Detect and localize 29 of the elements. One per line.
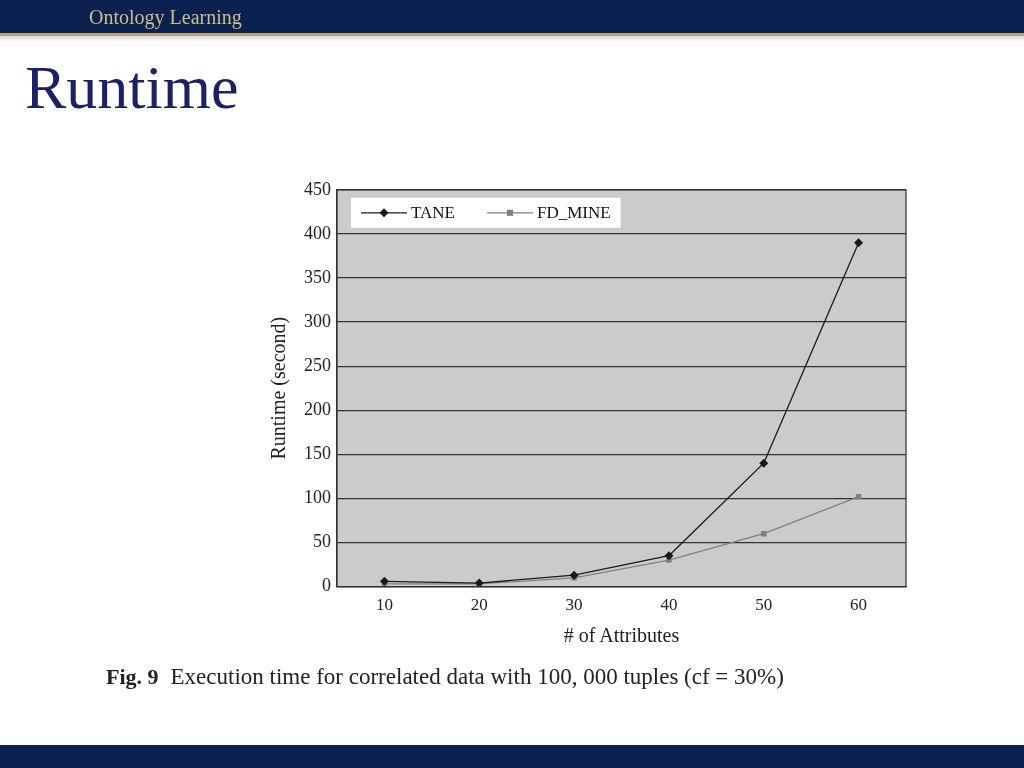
y-tick-label: 0 (322, 575, 331, 596)
point (569, 570, 579, 580)
y-tick-label: 250 (304, 354, 331, 375)
y-tick-label: 200 (304, 398, 331, 419)
point (379, 576, 389, 586)
x-axis-title: # of Attributes (563, 624, 680, 647)
chart-title: Runtime (25, 52, 239, 122)
y-tick-label: 100 (304, 487, 331, 508)
y-tick-label: 350 (304, 266, 331, 287)
y-tick-label: 150 (304, 443, 331, 464)
text: Execution time for correlated data with 100, 000 tuples (cf = 30%) (170, 664, 784, 689)
x-tick-label: 40 (660, 595, 678, 615)
legend-label: FD_MINE (536, 203, 611, 223)
caption: Fig. 9 (106, 664, 159, 689)
x-tick-label: 60 (850, 595, 868, 615)
text: Ontology Learning (89, 6, 242, 28)
x-tick-label: 30 (565, 595, 583, 615)
y-axis-title: Runtime (second) (267, 316, 291, 460)
x-tick-label: 50 (755, 595, 773, 615)
y-tick-label: 300 (304, 310, 331, 331)
x-tick-label: 10 (375, 595, 393, 615)
y-tick-label: 450 (304, 178, 331, 199)
point (854, 238, 864, 248)
y-tick-label: 50 (313, 531, 331, 552)
y-tick-label: 400 (304, 222, 331, 243)
point (664, 551, 674, 561)
point (759, 458, 769, 468)
x-tick-label: 20 (470, 595, 488, 615)
legend-label: TANE (411, 203, 455, 223)
